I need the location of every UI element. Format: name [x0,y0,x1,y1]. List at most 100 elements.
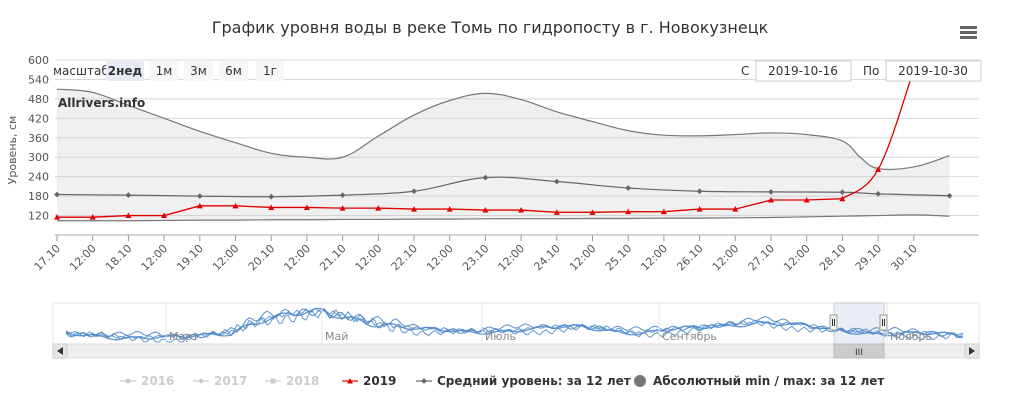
legend-item-1[interactable]: 2016 [120,374,174,388]
average-point [839,189,846,196]
series-2019-point [696,206,703,212]
series-2019-point [768,197,774,203]
legend-item-2[interactable]: 2017 [193,374,247,388]
navigator-series [65,307,964,343]
scrollbar[interactable]: III [52,343,980,359]
range-button-label: 2нед [108,64,143,78]
legend-marker [634,375,646,387]
series-2019-point [553,209,560,215]
y-tick-label: 180 [28,190,49,203]
min-line [56,214,950,222]
average-point [946,192,953,199]
legend-label: 2017 [214,374,247,388]
y-axis-label: Уровень, см [6,116,19,185]
navigator[interactable]: Март Май Июль Сентябрь Ноябрь [52,302,980,345]
range-selector-label: масштаб [53,64,109,78]
series-2019-point [196,202,203,209]
series-2019-point [732,206,739,212]
range-button-label: 3м [190,64,207,78]
legend-marker [270,378,276,384]
legend-label: 2016 [141,374,174,388]
legend-label: 2019 [363,374,396,388]
chevron-left-icon [57,347,63,355]
series-2019-point [303,204,310,210]
series-2019-point [518,207,525,213]
average-point [625,185,632,191]
navigator-line [65,307,964,341]
navigator-left-handle[interactable] [829,314,838,331]
range-button-bg [219,61,248,81]
navigator-right-handle[interactable] [879,314,888,331]
from-date-input[interactable]: 2019-10-16 [755,60,852,82]
watermark: Allrivers.info [58,96,145,110]
series-2019-point [660,208,667,215]
navigator-month-label: Сентябрь [662,330,717,343]
to-label: По [863,64,879,78]
series-2019-point [54,214,60,220]
series-2019-point [803,197,810,203]
range-button-2нед[interactable]: 2нед [106,61,144,81]
average-point [196,193,203,199]
range-button-bg [184,61,213,81]
range-button-bg [106,61,144,81]
range-button-bg [256,61,284,81]
average-point [696,188,703,195]
range-button-1г: 1г [256,61,284,81]
range-button-1м[interactable]: 1м [150,61,178,81]
range-button-label: 1г [263,64,277,78]
legend-item-6[interactable]: Абсолютный min / max: за 12 лет [634,374,884,388]
series-2019-point [411,206,417,212]
y-tick-label: 540 [28,73,49,86]
series-2019-point [446,206,453,212]
navigator-month-labels: Март Май Июль Сентябрь Ноябрь [165,303,932,344]
navigator-month-label: Март [169,330,199,343]
average-point [875,191,881,197]
hamburger-menu-icon[interactable] [960,26,977,39]
legend-marker [198,378,204,384]
navigator-line [65,308,964,340]
navigator-line [65,307,964,340]
average-point [339,192,346,198]
min-max-band [56,88,950,222]
series-2019-point [232,202,239,209]
average-point [411,188,417,195]
legend-item-3[interactable]: 2018 [265,374,319,388]
y-tick-label: 240 [28,171,49,184]
range-button-3м[interactable]: 3м [184,61,213,81]
series-2019-point [482,207,489,213]
series-2019-point [161,212,168,219]
average-point [768,189,774,195]
y-tick-label: 360 [28,132,49,145]
series-2019-point [125,212,132,219]
scrollbar-left-arrow[interactable] [52,343,68,359]
scrollbar-thumb[interactable]: III [833,343,885,359]
series-2019-point [339,205,346,211]
to-date-value: 2019-10-30 [898,64,968,78]
max-line [56,88,950,171]
legend-item-4[interactable]: 2019 [342,374,396,388]
y-tick-label: 300 [28,151,49,164]
series-2019-point [268,204,275,210]
average-point [268,193,275,200]
legend-marker [125,378,131,384]
series-2019-point [875,166,882,173]
y-tick-label: 480 [28,93,49,106]
series-2019-point [589,209,596,215]
y-tick-label: 120 [28,210,49,223]
series-2019-point [625,208,632,215]
chevron-right-icon [969,347,975,355]
scrollbar-right-arrow[interactable] [964,343,980,359]
navigator-selected-range[interactable] [833,302,885,345]
legend-label: 2018 [286,374,319,388]
range-button-6м[interactable]: 6м [219,61,248,81]
y-tick-label: 600 [28,54,49,67]
to-date-input[interactable]: 2019-10-30 [885,60,982,82]
legend-item-5[interactable]: Средний уровень: за 12 лет [416,374,631,388]
from-date-value: 2019-10-16 [768,64,838,78]
range-button-bg [150,61,178,81]
legend-label: Средний уровень: за 12 лет [437,374,631,388]
navigator-month-label: Май [325,330,348,343]
legend-label: Абсолютный min / max: за 12 лет [653,374,884,388]
y-tick-label: 420 [28,112,49,125]
